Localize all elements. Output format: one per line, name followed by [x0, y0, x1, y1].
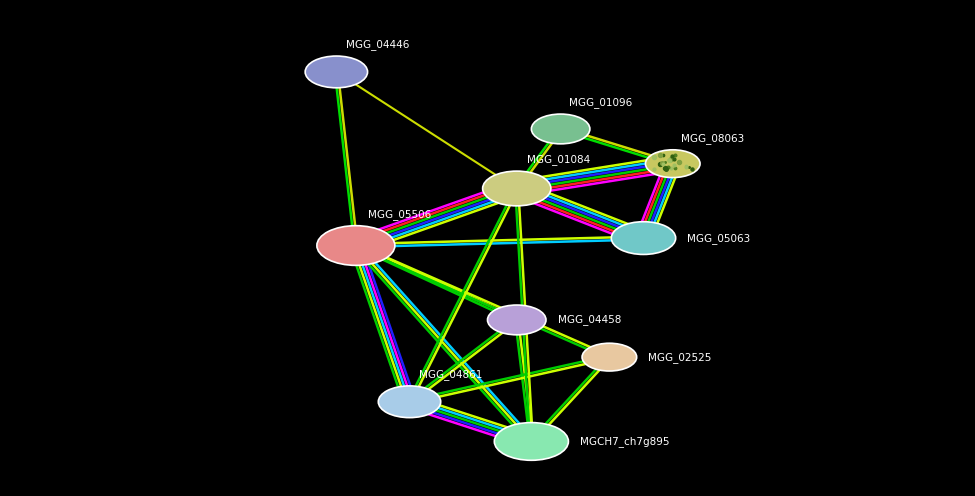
Text: MGG_01084: MGG_01084	[526, 154, 590, 165]
Text: MGG_08063: MGG_08063	[681, 133, 744, 144]
Text: MGG_01096: MGG_01096	[569, 97, 633, 108]
Text: MGG_02525: MGG_02525	[648, 352, 712, 363]
Text: MGG_05506: MGG_05506	[368, 209, 431, 220]
Circle shape	[611, 222, 676, 254]
Circle shape	[531, 114, 590, 144]
Text: MGG_05063: MGG_05063	[687, 233, 751, 244]
Circle shape	[645, 150, 700, 178]
Text: MGG_04861: MGG_04861	[419, 369, 483, 380]
Circle shape	[494, 423, 568, 460]
Text: MGCH7_ch7g895: MGCH7_ch7g895	[580, 436, 670, 447]
Circle shape	[305, 56, 368, 88]
Circle shape	[488, 305, 546, 335]
Text: MGG_04458: MGG_04458	[558, 314, 621, 325]
Circle shape	[317, 226, 395, 265]
Circle shape	[483, 171, 551, 206]
Circle shape	[378, 386, 441, 418]
Text: MGG_04446: MGG_04446	[346, 39, 410, 50]
Circle shape	[582, 343, 637, 371]
